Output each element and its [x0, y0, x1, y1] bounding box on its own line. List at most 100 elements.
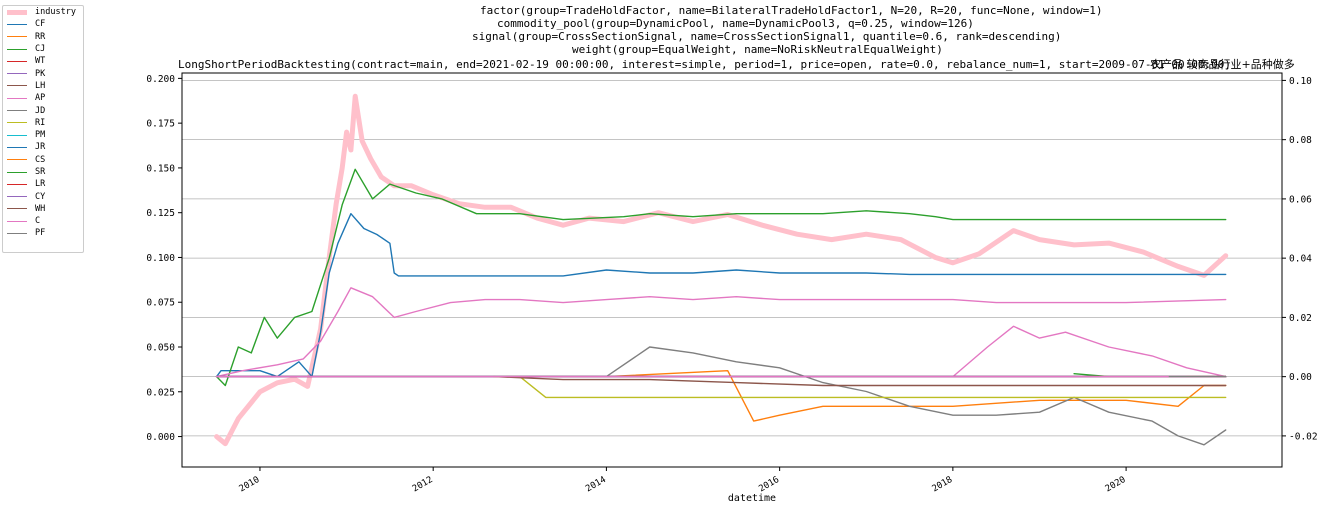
legend-label: LH [35, 80, 46, 91]
legend-swatch [7, 196, 27, 198]
legend-label: SR [35, 167, 46, 177]
series-line-industry [214, 93, 1229, 447]
y-left-tick-label-2: 0.050 [146, 343, 175, 354]
y-right-tick-label-5: 0.08 [1289, 135, 1312, 146]
legend-swatch [7, 97, 27, 99]
series-layer [214, 93, 1229, 447]
legend-item-sr: SR [3, 166, 83, 178]
series-line-cf [215, 213, 1227, 378]
legend-swatch [7, 159, 27, 161]
legend-item-cs: CS [3, 154, 83, 166]
y-right-tick-label-2: 0.02 [1289, 313, 1312, 324]
legend-item-industry: industry [3, 6, 83, 18]
legend-label: C [35, 216, 41, 227]
y-left-tick-label-8: 0.200 [146, 74, 175, 85]
legend-label: CY [35, 191, 46, 202]
legend-label: CS [35, 154, 46, 165]
y-axis-left: 0.000 0.025 0.050 0.075 0.100 0.125 0.150 0.175… [146, 74, 182, 443]
x-axis-title: datetime [728, 493, 776, 504]
y-left-tick-label-1: 0.025 [146, 387, 175, 398]
legend-item-cj: CJ [3, 43, 83, 55]
series-line-ap [215, 287, 1227, 378]
x-tick-label-0: 2010 [238, 475, 262, 495]
series-line-rr [506, 370, 1227, 422]
legend-label: WT [35, 56, 46, 67]
plot-frame [181, 72, 1283, 468]
legend-item-cy: CY [3, 190, 83, 202]
legend-swatch [7, 48, 27, 50]
legend-label: PM [35, 130, 46, 141]
legend-swatch [7, 60, 27, 62]
legend-label: WH [35, 203, 46, 214]
legend-item-jr: JR [3, 141, 83, 153]
legend-swatch [7, 171, 27, 173]
x-tick-label-3: 2016 [757, 475, 781, 495]
legend-item-c: C [3, 215, 83, 227]
legend-label: JD [35, 105, 46, 116]
y-left-tick-label-5: 0.125 [146, 208, 175, 219]
legend-label: JR [35, 142, 46, 153]
chart-title-line-5: LongShortPeriodBacktesting(contract=main… [178, 58, 1231, 71]
y-left-tick-label-7: 0.175 [146, 119, 175, 130]
legend-item-wh: WH [3, 203, 83, 215]
legend-swatch [7, 9, 27, 15]
legend-swatch [7, 110, 27, 112]
legend-swatch [7, 220, 27, 222]
legend-swatch [7, 73, 27, 75]
y-right-tick-label-4: 0.06 [1289, 194, 1312, 205]
legend-swatch [7, 208, 27, 210]
y-right-tick-label-1: 0.00 [1289, 372, 1312, 383]
y-left-tick-label-4: 0.100 [146, 253, 175, 264]
chart-title-line-4: weight(group=EqualWeight, name=NoRiskNeu… [572, 43, 943, 56]
x-tick-label-5: 2020 [1104, 475, 1128, 495]
legend-label: RI [35, 117, 46, 128]
legend-label: AP [35, 93, 46, 104]
series-line-cj [215, 168, 1227, 387]
legend-item-rr: RR [3, 31, 83, 43]
x-tick-label-2: 2014 [584, 475, 608, 495]
x-tick-label-1: 2012 [411, 475, 435, 495]
legend-swatch [7, 85, 27, 87]
y-axis-right: -0.02 0.00 0.02 0.04 0.06 0.08 0.10 [1282, 76, 1318, 442]
legend-item-lh: LH [3, 80, 83, 92]
chart-title-line-1: factor(group=TradeHoldFactor, name=Bilat… [480, 4, 1103, 17]
y-right-tick-label-0: -0.02 [1289, 431, 1318, 442]
y-left-tick-label-6: 0.150 [146, 163, 175, 174]
chart-subtitle-right: 农产品 软商品行业+品种做多 [1150, 58, 1295, 71]
legend-label: CJ [35, 44, 46, 55]
legend-label: LR [35, 179, 46, 190]
legend-swatch [7, 122, 27, 124]
y-right-tick-label-6: 0.10 [1289, 76, 1312, 87]
legend-label: RR [35, 31, 46, 42]
y-left-tick-label-3: 0.075 [146, 298, 175, 309]
y-right-tick-label-3: 0.04 [1289, 254, 1312, 265]
chart-title-line-3: signal(group=CrossSectionSignal, name=Cr… [472, 30, 1062, 43]
legend: industry CF RR CJ WT PK LH AP JD RI PM JR CS SR LR CY WH… [2, 5, 84, 253]
legend-label: CF [35, 19, 46, 30]
legend-item-pk: PK [3, 67, 83, 79]
legend-swatch [7, 134, 27, 136]
legend-item-pm: PM [3, 129, 83, 141]
legend-item-ap: AP [3, 92, 83, 104]
series-line-jd [519, 346, 1227, 446]
legend-item-pf: PF [3, 227, 83, 239]
chart-title-line-2: commodity_pool(group=DynamicPool, name=D… [497, 17, 974, 30]
x-tick-label-4: 2018 [931, 475, 955, 495]
legend-item-ri: RI [3, 117, 83, 129]
legend-swatch [7, 146, 27, 148]
legend-label: PF [35, 228, 46, 239]
legend-swatch [7, 232, 27, 234]
y-left-tick-label-0: 0.000 [146, 432, 175, 443]
x-axis: 2010 2012 2014 2016 2018 2020 [238, 467, 1128, 494]
legend-label: PK [35, 68, 46, 79]
legend-label: industry [35, 7, 76, 18]
legend-item-cf: CF [3, 18, 83, 30]
legend-swatch [7, 183, 27, 185]
legend-item-wt: WT [3, 55, 83, 67]
series-line-wh [493, 375, 1227, 387]
legend-item-lr: LR [3, 178, 83, 190]
legend-swatch [7, 23, 27, 25]
legend-swatch [7, 36, 27, 38]
legend-item-jd: JD [3, 104, 83, 116]
